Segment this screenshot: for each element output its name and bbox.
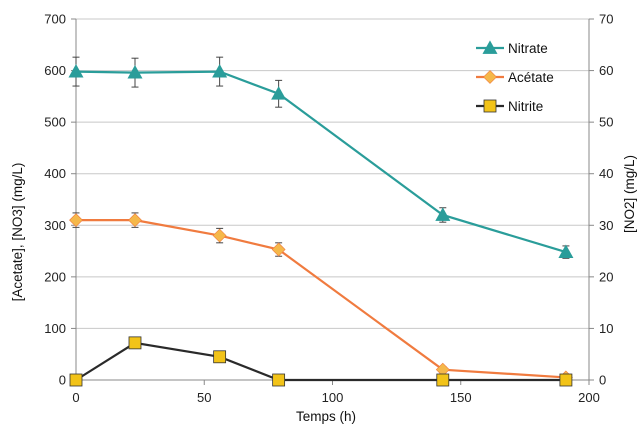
legend-marker <box>483 99 497 113</box>
y-left-tick-label: 300 <box>44 218 66 233</box>
y-right-tick-label: 10 <box>599 321 613 336</box>
data-point <box>559 373 573 387</box>
data-point <box>69 213 83 228</box>
legend-label: Nitrate <box>508 41 548 56</box>
x-tick-label: 200 <box>578 390 600 405</box>
data-point <box>271 86 287 100</box>
legend: Nitrate Acétate Nitrite <box>476 40 554 114</box>
data-point <box>213 350 227 364</box>
data-point <box>69 373 83 387</box>
x-tick-label: 50 <box>197 390 211 405</box>
series-nitrate <box>68 56 574 259</box>
data-point <box>271 242 286 257</box>
legend-label: Nitrite <box>508 99 543 114</box>
legend-item-nitrite: Nitrite <box>476 99 543 114</box>
y-left-tick-label: 500 <box>44 115 66 130</box>
y-left-tick-label: 400 <box>44 166 66 181</box>
series-nitrite <box>69 336 573 387</box>
y-right-tick-label: 40 <box>599 166 613 181</box>
series-acétate <box>69 212 573 385</box>
gridlines <box>76 18 589 329</box>
series-line <box>75 341 566 382</box>
x-axis-title: Temps (h) <box>296 409 356 424</box>
data-point <box>558 244 574 259</box>
x-tick-label: 100 <box>322 390 344 405</box>
legend-label: Acétate <box>508 70 554 85</box>
data-point <box>127 65 143 79</box>
data-point <box>212 228 227 243</box>
y-left-tick-label: 100 <box>44 321 66 336</box>
y-right-tick-label: 60 <box>599 63 613 78</box>
y-left-tick-label: 700 <box>44 12 66 27</box>
legend-item-nitrate: Nitrate <box>476 40 548 56</box>
legend-marker <box>482 40 498 54</box>
data-point <box>68 63 84 78</box>
y-right-tick-label: 70 <box>599 12 613 27</box>
data-point <box>128 336 142 350</box>
y-right-tick-label: 0 <box>599 373 606 388</box>
y-right-tick-label: 30 <box>599 218 613 233</box>
data-point <box>272 373 286 387</box>
x-tick-label: 150 <box>450 390 472 405</box>
y-left-tick-label: 600 <box>44 63 66 78</box>
data-point <box>212 63 228 78</box>
y-left-tick-label: 200 <box>44 269 66 284</box>
series-line <box>76 219 566 379</box>
y-right-tick-label: 20 <box>599 269 613 284</box>
data-point <box>436 373 450 387</box>
series <box>68 56 574 387</box>
legend-item-acétate: Acétate <box>476 70 554 85</box>
y-left-tick-label: 0 <box>59 373 66 388</box>
y-axis-left-title: [Acetate], [NO3] (mg/L) <box>10 163 25 302</box>
data-point <box>128 213 142 228</box>
y-axis-right-title: [NO2] (mg/L) <box>622 155 637 233</box>
legend-marker <box>483 70 497 84</box>
y-right-tick-label: 50 <box>599 115 613 130</box>
x-tick-label: 0 <box>72 390 79 405</box>
series-line <box>75 70 567 254</box>
data-point <box>435 207 451 221</box>
